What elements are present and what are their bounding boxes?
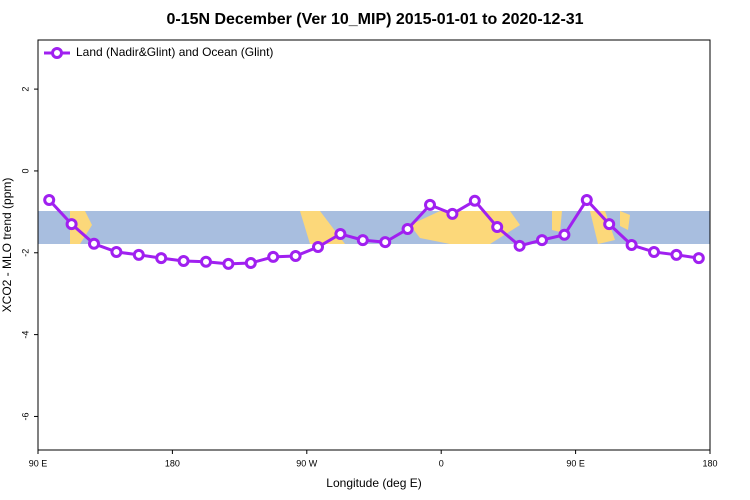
data-point bbox=[132, 248, 145, 261]
data-point bbox=[177, 254, 190, 267]
y-tick-label: 2 bbox=[20, 87, 30, 92]
x-tick-label: 180 bbox=[165, 458, 180, 468]
data-point bbox=[222, 257, 235, 270]
data-point bbox=[88, 237, 100, 250]
data-point bbox=[491, 220, 504, 233]
data-point bbox=[648, 245, 660, 258]
data-point bbox=[558, 228, 571, 241]
y-tick-label: -2 bbox=[20, 249, 30, 257]
data-point bbox=[379, 236, 392, 249]
data-point bbox=[603, 218, 616, 231]
x-axis-label: Longitude (deg E) bbox=[326, 476, 421, 490]
plot-frame bbox=[37, 39, 711, 451]
data-point bbox=[200, 255, 212, 268]
data-point bbox=[110, 245, 123, 258]
x-tick-label: 90 E bbox=[29, 458, 48, 468]
data-point bbox=[692, 252, 705, 265]
data-point bbox=[356, 234, 369, 247]
data-point bbox=[670, 248, 683, 261]
data-point bbox=[468, 194, 481, 207]
x-tick-label: 90 E bbox=[566, 458, 585, 468]
y-axis-label: XCO2 - MLO trend (ppm) bbox=[0, 178, 14, 313]
data-point bbox=[580, 193, 593, 206]
map-strip bbox=[38, 211, 710, 244]
x-tick-label: 90 W bbox=[296, 458, 318, 468]
data-point bbox=[289, 250, 302, 263]
data-point bbox=[43, 193, 56, 206]
x-tick-label: 180 bbox=[702, 458, 717, 468]
data-point bbox=[401, 223, 414, 236]
y-tick-label: -4 bbox=[20, 331, 30, 339]
data-point bbox=[267, 250, 280, 263]
data-point bbox=[155, 252, 168, 265]
y-tick-label: -6 bbox=[20, 412, 30, 420]
data-point bbox=[65, 218, 78, 231]
data-point bbox=[334, 227, 347, 240]
x-tick-label: 0 bbox=[439, 458, 444, 468]
data-point bbox=[446, 207, 459, 220]
legend-label: Land (Nadir&Glint) and Ocean (Glint) bbox=[76, 45, 273, 59]
data-point bbox=[536, 234, 548, 247]
data-point bbox=[513, 239, 526, 252]
data-point bbox=[625, 239, 638, 251]
data-point bbox=[312, 241, 324, 254]
y-tick-label: 0 bbox=[20, 168, 30, 173]
data-point bbox=[424, 198, 436, 211]
legend-marker bbox=[51, 47, 63, 59]
chart-title: 0-15N December (Ver 10_MIP) 2015-01-01 t… bbox=[166, 11, 583, 28]
data-point bbox=[244, 257, 257, 270]
